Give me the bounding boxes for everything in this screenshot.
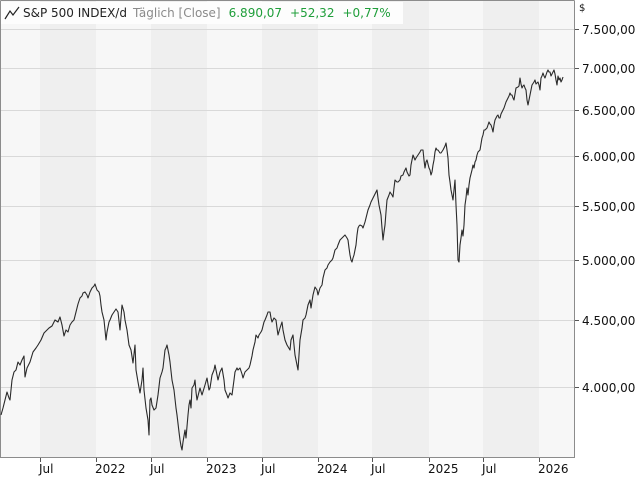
x-label: Jul bbox=[150, 462, 165, 476]
currency-label: $ bbox=[579, 3, 586, 14]
gridlines bbox=[0, 29, 574, 388]
period-bands bbox=[40, 1, 539, 457]
y-label: 7.000,00 bbox=[582, 62, 636, 76]
line-chart-icon bbox=[4, 6, 20, 20]
x-label: Jul bbox=[39, 462, 54, 476]
y-label: 4.000,00 bbox=[582, 381, 636, 395]
y-label: 7.500,00 bbox=[582, 23, 636, 37]
y-label: 6.500,00 bbox=[582, 104, 636, 118]
y-label: 5.500,00 bbox=[582, 200, 636, 214]
x-label: Jul bbox=[371, 462, 386, 476]
price-line bbox=[0, 69, 564, 451]
x-label: 2026 bbox=[538, 462, 569, 476]
price-change-pct: +0,77% bbox=[342, 6, 391, 20]
x-label: 2024 bbox=[317, 462, 348, 476]
x-label: Jul bbox=[482, 462, 497, 476]
x-label: 2025 bbox=[428, 462, 459, 476]
price-change: +52,32 bbox=[290, 6, 335, 20]
plot-frame bbox=[0, 0, 575, 458]
symbol-label[interactable]: S&P 500 INDEX/d bbox=[23, 6, 127, 20]
last-price: 6.890,07 bbox=[228, 6, 283, 20]
chart-legend: S&P 500 INDEX/d Täglich [Close] 6.890,07… bbox=[1, 2, 403, 24]
y-label: 6.000,00 bbox=[582, 150, 636, 164]
period-label: Täglich [Close] bbox=[132, 6, 221, 20]
x-label: 2023 bbox=[206, 462, 237, 476]
y-label: 5.000,00 bbox=[582, 254, 636, 268]
x-label: Jul bbox=[261, 462, 276, 476]
x-axis-ticks bbox=[40, 458, 540, 462]
y-axis-ticks bbox=[575, 29, 579, 388]
y-label: 4.500,00 bbox=[582, 314, 636, 328]
x-label: 2022 bbox=[95, 462, 126, 476]
